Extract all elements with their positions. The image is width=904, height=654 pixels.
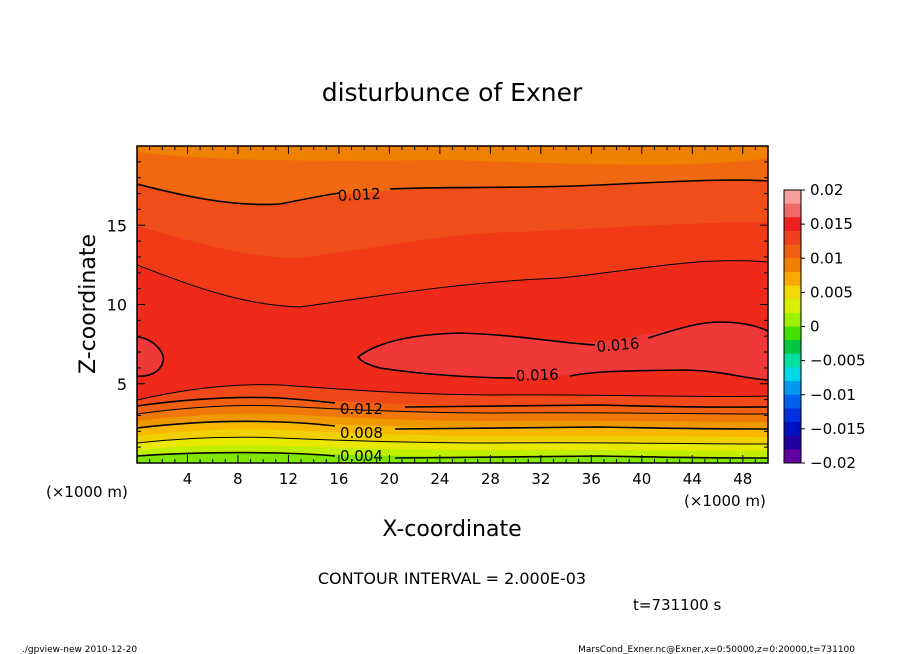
x-tick-label: 4 (183, 470, 193, 488)
colorbar-label: 0.005 (810, 283, 853, 301)
contour-line-016-left (137, 336, 165, 377)
colorbar-swatch (784, 203, 801, 218)
y-tick-label: 15 (107, 216, 127, 235)
x-tick-label: 16 (329, 470, 348, 488)
x-tick-label: 20 (380, 470, 399, 488)
colorbar-swatch (784, 244, 801, 259)
colorbar-swatch (784, 367, 801, 382)
contour-line-014-low (137, 384, 768, 401)
colorbar-swatch (784, 408, 801, 423)
contour-line-006 (137, 436, 768, 445)
contour-label: 0.012 (337, 185, 381, 205)
time-text: t=731100 s (633, 596, 721, 614)
contour-line-016-right (357, 321, 768, 381)
contour-label: 0.008 (340, 424, 383, 442)
contour-line-012-top (137, 179, 768, 206)
x-tick-label: 24 (430, 470, 449, 488)
y-axis-label: Z-coordinate (76, 234, 101, 374)
colorbar-swatch (784, 271, 801, 287)
colorbar-label: −0.015 (810, 420, 866, 438)
colorbar-swatch (784, 299, 801, 314)
band-upper-1 (137, 146, 768, 165)
contour-line-010 (137, 404, 768, 415)
footer-right: MarsCond_Exner.nc@Exner,x=0:50000,z=0:20… (578, 645, 855, 654)
x-tick-label: 32 (531, 470, 550, 488)
x-tick-label: 48 (733, 470, 752, 488)
x-tick-label: 40 (632, 470, 651, 488)
contour-label: 0.016 (516, 366, 560, 385)
x-tick-label: 28 (481, 470, 500, 488)
x-tick-label: 36 (582, 470, 601, 488)
footer-left: ./gpview-new 2010-12-20 (22, 645, 137, 654)
contour-lines (137, 179, 768, 459)
chart-title: disturbunce of Exner (322, 78, 583, 107)
y-axis-unit: (×1000 m) (46, 483, 128, 501)
y-tick-label: 5 (117, 375, 127, 394)
colorbar-swatch (784, 340, 801, 355)
contour-line-004 (137, 451, 768, 459)
contour-interval-text: CONTOUR INTERVAL = 2.000E-03 (318, 569, 586, 588)
colorbar-swatch (784, 217, 801, 232)
colorbar-swatch (784, 312, 801, 327)
colorbar-label: −0.02 (810, 454, 856, 472)
colorbar-swatch (784, 353, 801, 368)
colorbar-label: 0.015 (810, 215, 853, 233)
colorbar: 0.02 0.015 0.01 0.005 0 −0.005 −0.01 −0.015 −0.0… (783, 181, 866, 472)
contour-line-014 (137, 260, 768, 308)
x-tick-label: 44 (683, 470, 702, 488)
y-axis: 5 10 15 (107, 145, 768, 464)
colorbar-swatch (784, 190, 801, 205)
colorbar-swatch (784, 422, 801, 437)
contour-label: 0.004 (340, 447, 383, 465)
x-axis-label: X-coordinate (382, 517, 521, 542)
colorbar-swatch (784, 394, 801, 409)
colorbar-swatch (784, 285, 801, 300)
colorbar-swatch (784, 449, 801, 464)
contour-line-012-low (137, 396, 768, 408)
colorbar-label: 0.01 (810, 249, 843, 267)
lobe-right (358, 322, 768, 380)
y-tick-label: 10 (107, 296, 127, 315)
contour-label: 0.016 (596, 334, 640, 356)
contour-line-008 (137, 420, 768, 430)
x-tick-label: 12 (279, 470, 298, 488)
colorbar-swatch (784, 326, 801, 341)
colorbar-swatch (784, 258, 801, 273)
colorbar-label: 0.02 (810, 181, 843, 199)
x-tick-label: 8 (233, 470, 243, 488)
colorbar-swatch (784, 381, 801, 396)
contour-label: 0.012 (340, 400, 383, 418)
x-axis-unit: (×1000 m) (684, 492, 766, 510)
colorbar-swatch (784, 435, 801, 450)
colorbar-swatch (784, 230, 801, 246)
colorbar-label: −0.005 (810, 352, 866, 370)
colorbar-label: −0.01 (810, 386, 856, 404)
x-axis: 4 8 12 16 20 24 28 32 36 40 44 48 (136, 146, 769, 488)
contour-fill (137, 146, 768, 463)
colorbar-label: 0 (810, 318, 820, 336)
